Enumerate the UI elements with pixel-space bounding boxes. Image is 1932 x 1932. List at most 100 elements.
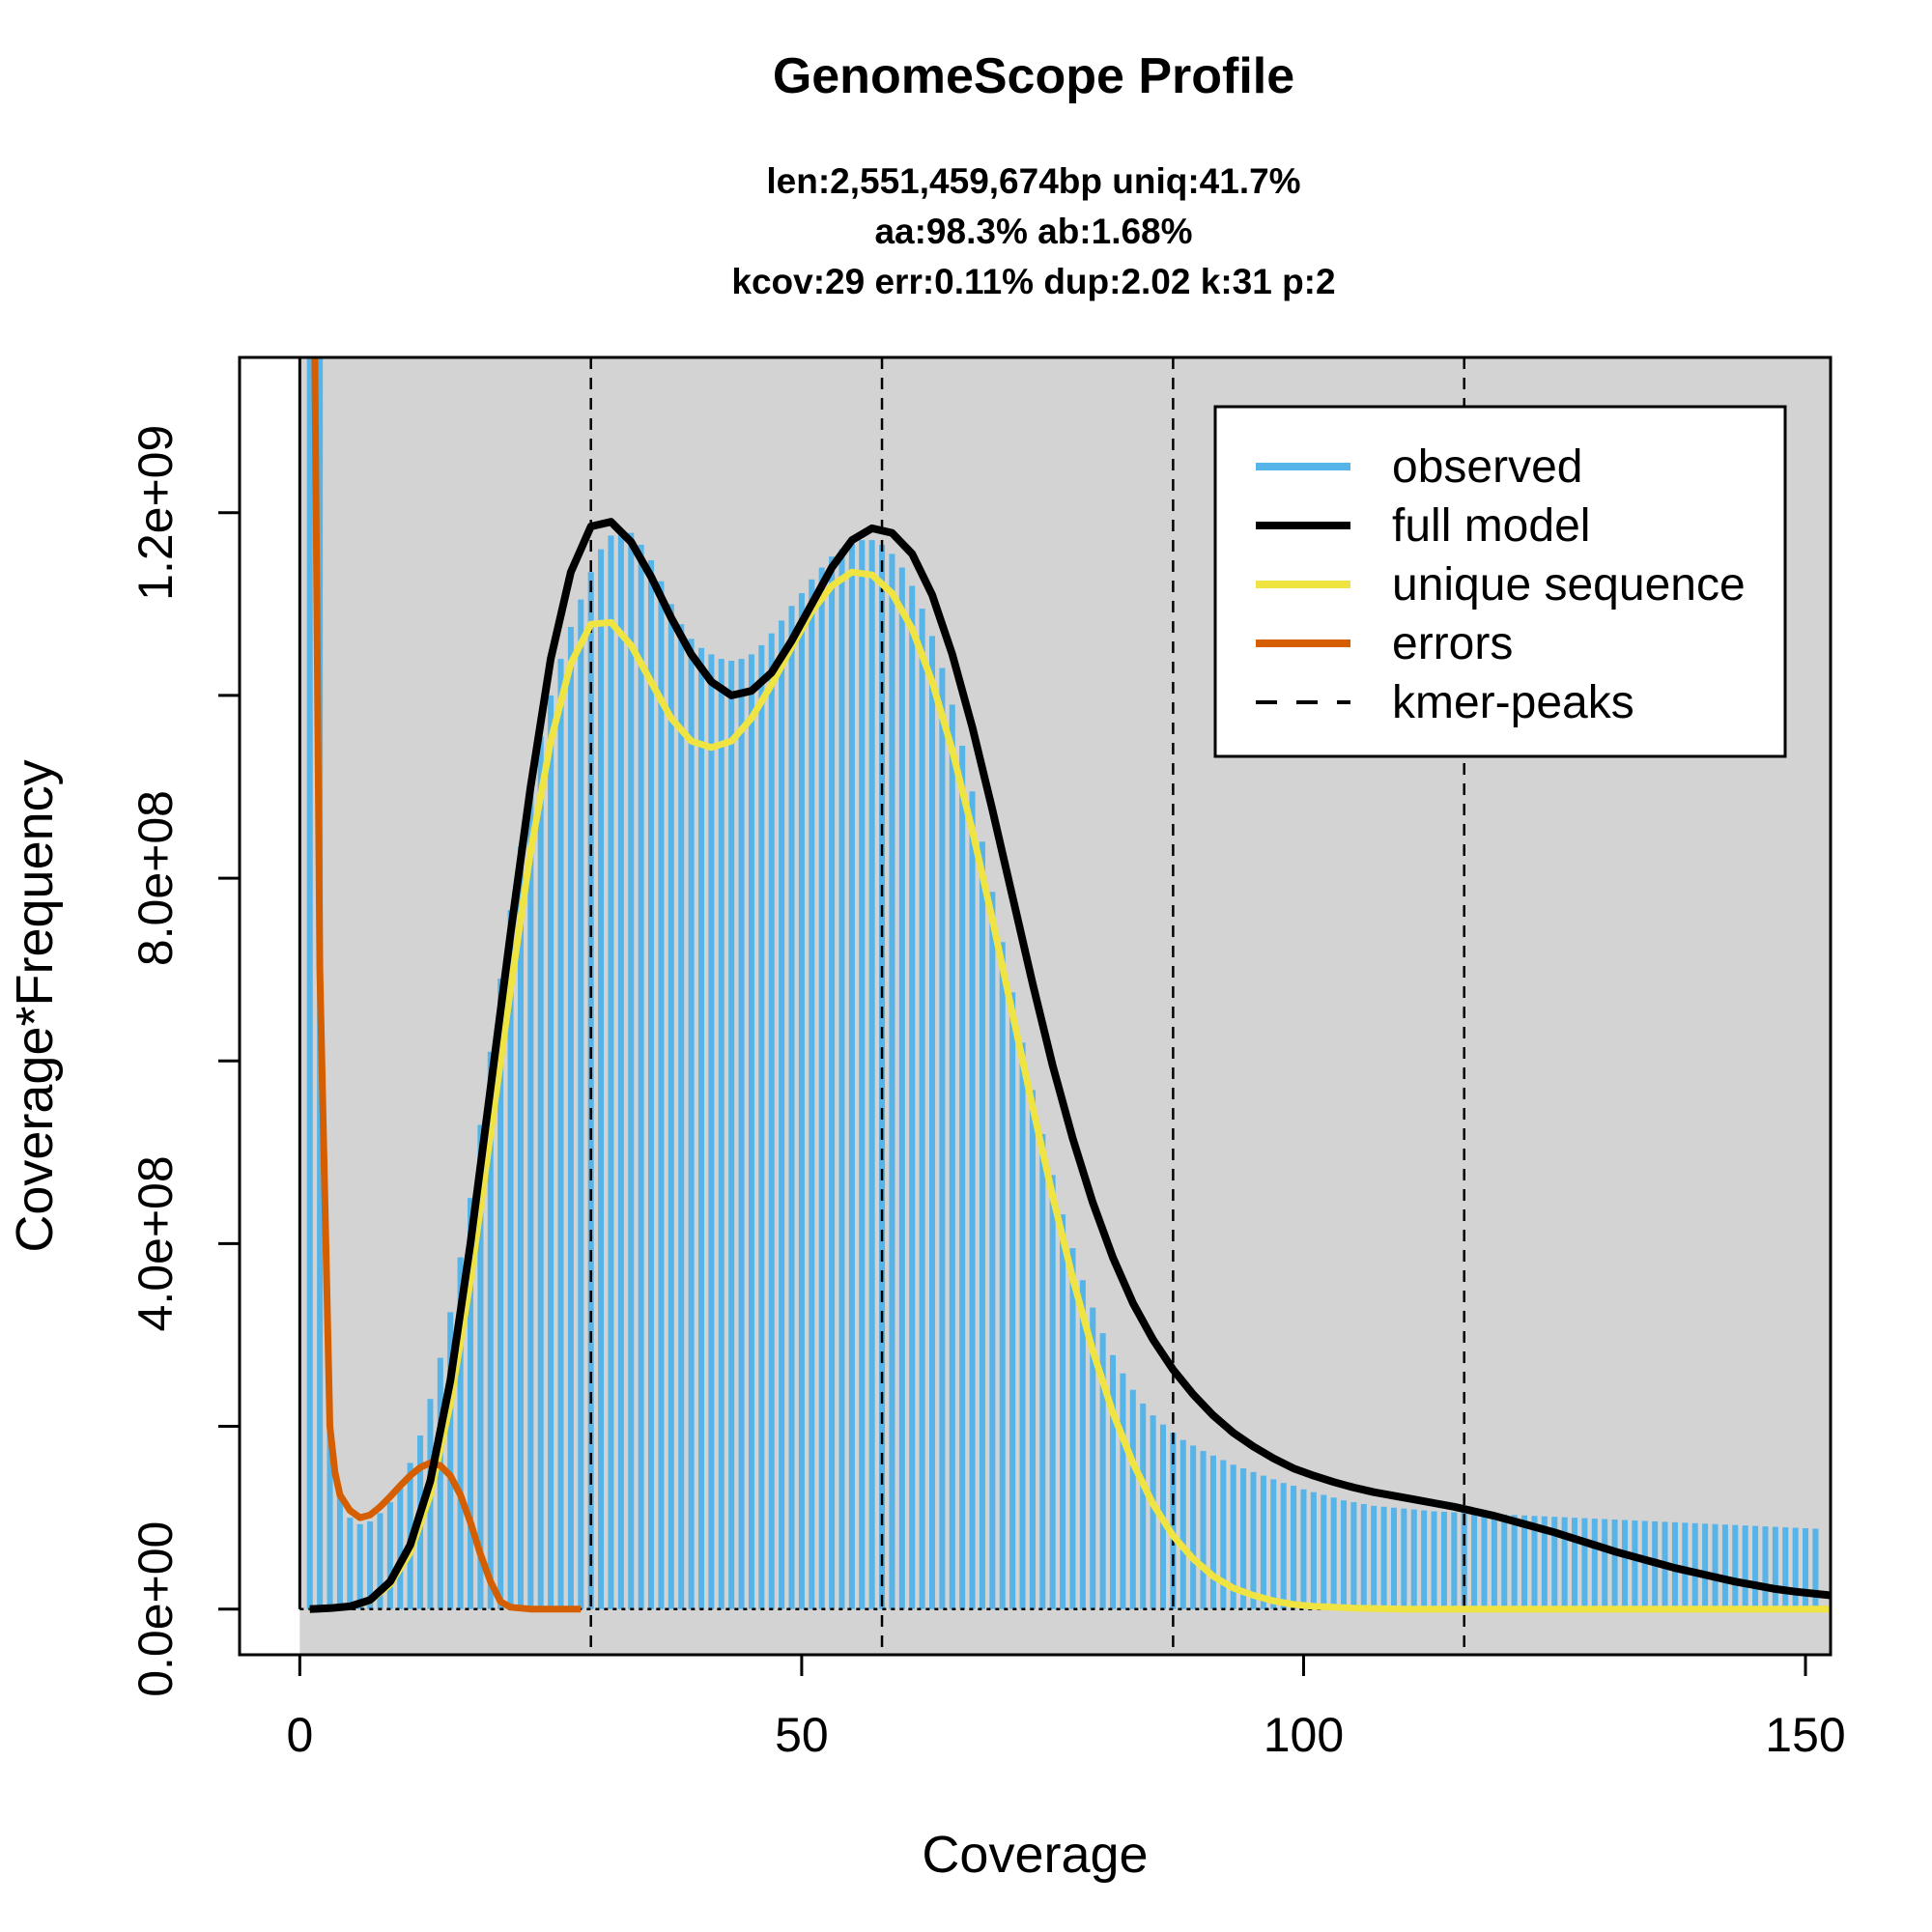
observed-bar (979, 841, 985, 1609)
x-tick-label: 0 (286, 1708, 313, 1762)
observed-bar (1209, 1455, 1216, 1609)
observed-bar (1350, 1502, 1357, 1609)
observed-bar (1531, 1516, 1538, 1609)
legend-label: unique sequence (1392, 559, 1746, 611)
y-tick-label: 0.0e+00 (128, 1521, 183, 1697)
observed-bar (628, 532, 635, 1609)
observed-bar (1511, 1515, 1518, 1609)
observed-bar (829, 556, 836, 1609)
chart-title: GenomeScope Profile (773, 48, 1294, 104)
observed-bar (1090, 1307, 1096, 1609)
observed-bar (889, 554, 895, 1609)
observed-bar (557, 659, 564, 1609)
x-axis: 0 50 100 150 (286, 1655, 1846, 1762)
observed-bar (1421, 1510, 1428, 1609)
observed-bar (1431, 1511, 1437, 1609)
observed-bar (1069, 1248, 1076, 1609)
observed-bar (678, 624, 685, 1609)
observed-bar (447, 1312, 454, 1609)
observed-bar (1762, 1526, 1769, 1609)
y-tick-label: 8.0e+08 (128, 790, 183, 966)
observed-bar (1029, 1090, 1036, 1609)
observed-bar (386, 1502, 393, 1609)
observed-bar (1190, 1445, 1197, 1609)
observed-bar (1792, 1527, 1799, 1609)
observed-bar (1803, 1528, 1809, 1609)
x-tick-label: 150 (1765, 1708, 1845, 1762)
observed-bar (748, 654, 754, 1609)
plot-frame (238, 355, 1833, 1657)
observed-bar (1721, 1524, 1728, 1609)
observed-bar (1220, 1460, 1227, 1609)
observed-bar (1250, 1471, 1257, 1609)
kmer-peak-lines (589, 357, 1465, 1655)
observed-bar (758, 644, 765, 1609)
observed-bar (1140, 1403, 1147, 1609)
observed-bar (809, 579, 815, 1609)
observed-bar (1049, 1175, 1056, 1609)
legend-label: errors (1392, 618, 1513, 669)
observed-bar (327, 1426, 333, 1609)
observed-bar (347, 1518, 354, 1609)
observed-bar (848, 543, 855, 1609)
observed-bar (537, 736, 544, 1609)
observed-bar (578, 599, 584, 1609)
observed-bar (697, 647, 705, 1609)
observed-bar (1440, 1511, 1447, 1609)
observed-bar (658, 581, 665, 1609)
observed-bar (487, 1051, 494, 1609)
observed-bar (1682, 1522, 1689, 1609)
observed-bar (738, 659, 745, 1609)
observed-bar (1019, 1042, 1026, 1609)
observed-bar (969, 791, 976, 1609)
observed-bar (638, 544, 644, 1609)
chart-subtitle-line-2: aa:98.3% ab:1.68% (874, 212, 1192, 251)
observed-bar (989, 892, 996, 1609)
observed-bar (1300, 1489, 1307, 1609)
chart-subtitle-line-1: len:2,551,459,674bp uniq:41.7% (766, 161, 1300, 201)
observed-bar (1551, 1517, 1558, 1609)
observed-bar (548, 695, 554, 1609)
observed-bar (1691, 1522, 1698, 1609)
observed-bar (668, 604, 674, 1609)
observed-bar (949, 704, 955, 1609)
observed-bar (567, 627, 574, 1609)
observed-bar (377, 1513, 384, 1609)
observed-bar (467, 1198, 474, 1609)
observed-bar (1390, 1507, 1397, 1609)
observed-bar (1150, 1415, 1156, 1609)
observed-bar (1330, 1497, 1337, 1609)
observed-bar (1521, 1515, 1528, 1609)
observed-bar (1079, 1280, 1086, 1609)
observed-bar (1371, 1505, 1378, 1609)
observed-bar (1260, 1475, 1266, 1609)
observed-bar (1471, 1513, 1478, 1609)
observed-bar (1481, 1513, 1488, 1609)
observed-bar (1742, 1525, 1748, 1609)
y-axis-title: Coverage*Frequency (6, 759, 64, 1252)
observed-bar (306, 357, 313, 1609)
observed-bar (1581, 1518, 1588, 1609)
observed-bar (1200, 1451, 1207, 1609)
observed-bar (1611, 1520, 1618, 1609)
errors-line (311, 356, 582, 1613)
observed-bar (868, 540, 875, 1609)
observed-bar (999, 942, 1006, 1609)
observed-bar (708, 654, 715, 1609)
observed-bar (507, 910, 514, 1609)
observed-bar (928, 636, 936, 1609)
observed-bar (1321, 1494, 1327, 1609)
observed-bar (1310, 1492, 1317, 1609)
x-axis-title: Coverage (922, 1826, 1148, 1884)
observed-bar (457, 1257, 464, 1609)
observed-bar (1280, 1483, 1287, 1609)
observed-bar (859, 540, 866, 1609)
observed-bar (397, 1486, 404, 1609)
observed-bar (688, 639, 695, 1609)
observed-bar (898, 567, 905, 1609)
observed-bar (1060, 1214, 1066, 1609)
observed-bar (527, 786, 534, 1609)
observed-bar (1541, 1516, 1548, 1609)
observed-bar (1712, 1523, 1719, 1609)
